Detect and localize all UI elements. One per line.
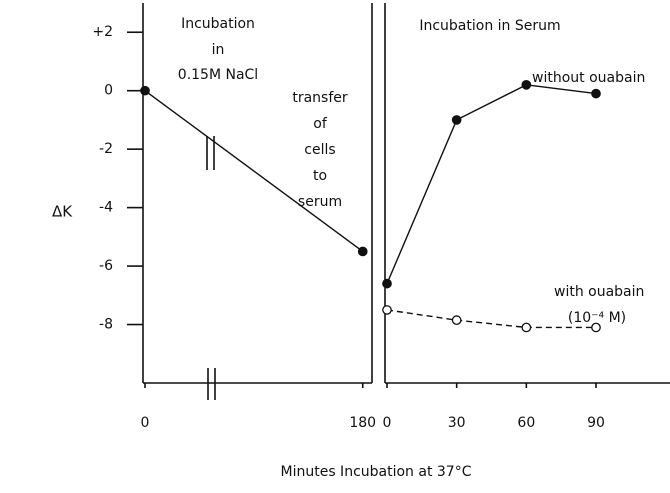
panel-title: 0.15M NaCl bbox=[178, 67, 258, 83]
panel-title: in bbox=[212, 42, 225, 58]
series-label: without ouabain bbox=[532, 70, 645, 86]
y-tick-label: 0 bbox=[104, 83, 113, 99]
y-axis-label: ΔK bbox=[52, 203, 73, 221]
panel-title: Incubation bbox=[181, 16, 255, 32]
x-tick-label: 0 bbox=[383, 415, 392, 431]
panel-title: Incubation in Serum bbox=[419, 18, 560, 34]
series-line bbox=[386, 84, 597, 284]
x-tick-label: 90 bbox=[587, 415, 605, 431]
data-point bbox=[140, 85, 150, 96]
series-label: with ouabain bbox=[554, 284, 644, 300]
data-point bbox=[382, 278, 392, 289]
x-tick-label: 60 bbox=[517, 415, 535, 431]
y-tick-label: -2 bbox=[99, 141, 113, 157]
annotation: (10⁻⁴ M) bbox=[568, 310, 626, 326]
data-point bbox=[521, 79, 532, 90]
x-axis-label: Minutes Incubation at 37°C bbox=[281, 464, 472, 480]
y-tick-label: -8 bbox=[99, 317, 113, 333]
x-tick-label: 30 bbox=[448, 415, 466, 431]
annotation: of bbox=[313, 116, 328, 132]
data-point bbox=[451, 315, 462, 326]
data-point bbox=[451, 115, 462, 125]
y-tick-label: -6 bbox=[99, 258, 113, 274]
data-point bbox=[591, 322, 601, 333]
x-tick-label: 180 bbox=[349, 415, 376, 431]
y-tick-label: -4 bbox=[99, 200, 113, 216]
annotation: cells bbox=[304, 142, 335, 158]
x-tick-label: 0 bbox=[141, 415, 150, 431]
annotation: transfer bbox=[292, 90, 348, 106]
data-point bbox=[357, 246, 368, 257]
data-point bbox=[521, 322, 532, 333]
annotation: to bbox=[313, 168, 327, 184]
series-line bbox=[144, 90, 364, 253]
series-line bbox=[386, 309, 597, 329]
data-point bbox=[382, 305, 392, 315]
data-point bbox=[591, 88, 601, 99]
y-tick-label: +2 bbox=[92, 24, 113, 40]
annotation: serum bbox=[298, 194, 342, 210]
